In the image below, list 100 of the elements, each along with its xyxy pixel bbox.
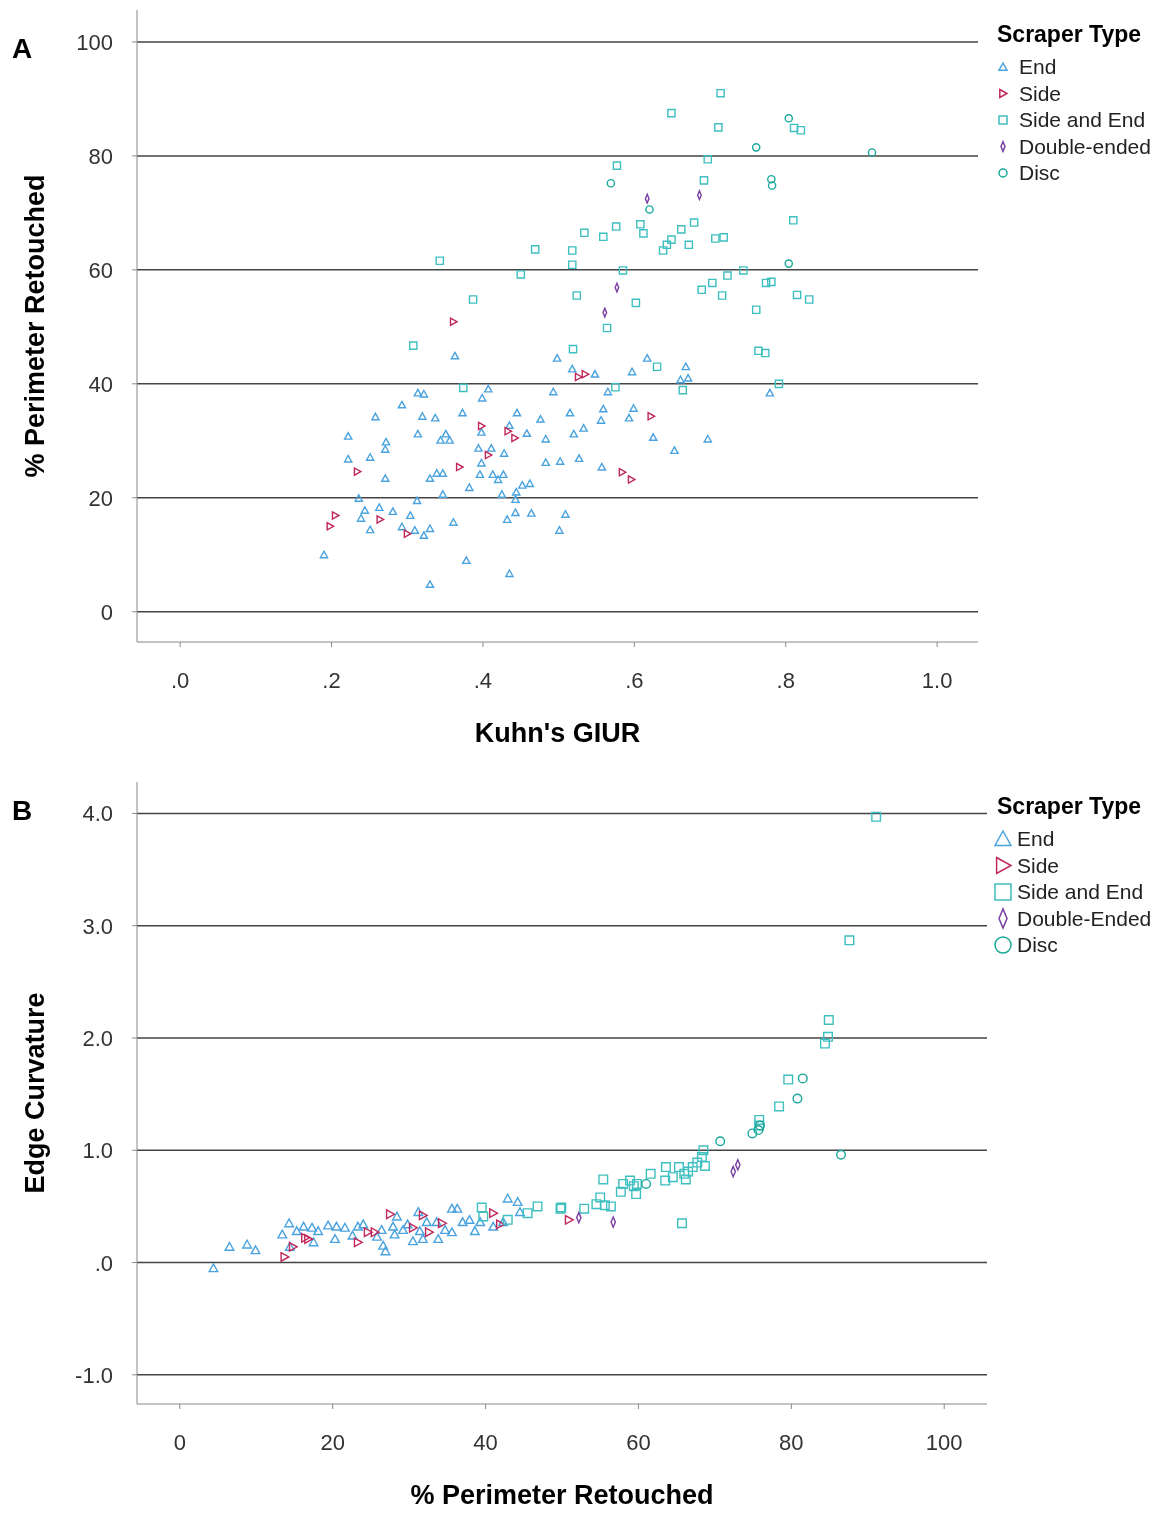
point: [567, 246, 577, 255]
point: [308, 1237, 319, 1247]
y-tick-label: 80: [88, 143, 113, 169]
point: [413, 1207, 424, 1217]
point: [391, 1211, 402, 1221]
point: [602, 323, 612, 333]
point: [611, 222, 621, 231]
point: [358, 1219, 369, 1229]
x-tick-label: 80: [779, 1430, 804, 1455]
point: [277, 1229, 288, 1239]
x-tick-label: 60: [626, 1430, 651, 1455]
point: [678, 385, 688, 395]
point: [431, 1217, 442, 1227]
point: [684, 240, 694, 250]
point: [595, 1192, 606, 1203]
legend-label: Disc: [1019, 161, 1060, 184]
point: [511, 433, 520, 443]
x-tick-label: 40: [473, 1430, 498, 1455]
point: [698, 1145, 709, 1156]
point: [389, 1229, 400, 1239]
point: [723, 271, 732, 280]
point: [530, 245, 540, 254]
point: [288, 1241, 298, 1252]
point: [715, 1136, 726, 1147]
y-tick-label: .0: [94, 1250, 113, 1276]
point: [699, 176, 709, 185]
point: [409, 341, 418, 350]
point: [697, 285, 706, 295]
point: [457, 1217, 468, 1227]
point: [564, 1214, 574, 1225]
point: [353, 467, 362, 476]
point: [446, 1227, 457, 1237]
point: [424, 1227, 434, 1238]
point: [767, 174, 776, 184]
point: [844, 935, 855, 946]
point: [468, 295, 478, 304]
x-tick-label: .6: [625, 668, 644, 693]
point: [836, 1149, 846, 1160]
point: [363, 1227, 373, 1238]
point: [291, 1226, 302, 1236]
point: [598, 1174, 609, 1185]
point: [352, 1221, 363, 1231]
point: [372, 1231, 383, 1241]
point: [307, 1222, 318, 1232]
point: [696, 1152, 707, 1162]
point: [699, 1160, 710, 1171]
point: [329, 1233, 340, 1244]
point: [417, 1233, 428, 1244]
point: [645, 205, 654, 214]
point: [250, 1245, 261, 1255]
y-tick-label: 40: [88, 371, 113, 397]
point: [754, 346, 763, 356]
point: [784, 259, 794, 268]
legend-label: End: [1017, 827, 1055, 850]
point: [437, 1218, 447, 1229]
point: [871, 811, 882, 822]
point: [823, 1015, 834, 1026]
x-tick-label: 100: [925, 1430, 963, 1455]
point: [703, 155, 713, 164]
x-axis-title: % Perimeter Retouched: [410, 1480, 714, 1510]
legend-label: Side: [1017, 853, 1060, 877]
point: [331, 511, 340, 520]
point: [611, 382, 620, 392]
text: B: [12, 795, 33, 826]
point: [477, 421, 486, 431]
x-tick-label: .0: [170, 668, 190, 693]
point: [380, 1246, 391, 1256]
point: [719, 233, 728, 242]
point: [767, 277, 776, 287]
point: [476, 1202, 487, 1213]
point: [331, 1221, 342, 1231]
point: [708, 278, 717, 288]
point: [784, 113, 794, 123]
point: [747, 1128, 758, 1139]
point: [673, 1162, 684, 1173]
point: [280, 1251, 290, 1262]
point: [767, 181, 777, 190]
point: [323, 1220, 334, 1230]
point: [478, 1211, 489, 1222]
x-tick-label: .4: [473, 668, 493, 693]
point: [739, 266, 748, 275]
y-axis-title: Edge Curvature: [20, 992, 50, 1194]
point: [631, 298, 641, 308]
point: [711, 234, 720, 243]
point: [783, 1074, 794, 1085]
point: [618, 266, 628, 275]
point: [804, 295, 814, 304]
point: [449, 317, 458, 327]
point: [403, 529, 412, 539]
point: [753, 1125, 764, 1136]
legend-label: Side and End: [1019, 108, 1146, 131]
point: [639, 229, 648, 238]
point: [797, 1073, 808, 1084]
legend-label: Disc: [1017, 933, 1058, 956]
point: [326, 522, 335, 531]
point: [761, 278, 771, 288]
point: [469, 1226, 480, 1236]
point: [418, 1210, 428, 1221]
point: [464, 1214, 475, 1225]
text: A: [12, 33, 33, 64]
